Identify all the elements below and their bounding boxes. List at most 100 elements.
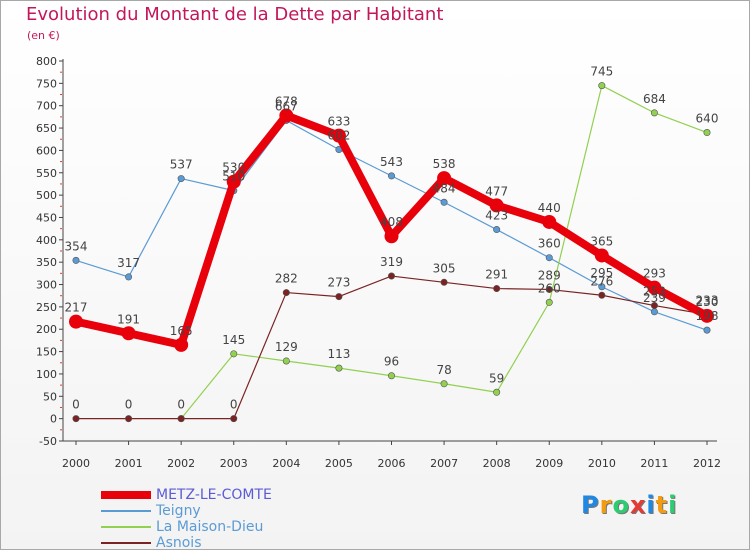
- data-point: [335, 293, 343, 301]
- data-label: 0: [177, 398, 185, 412]
- data-point: [489, 198, 504, 213]
- data-label: 678: [275, 95, 298, 109]
- y-tick-label: 700: [36, 100, 57, 113]
- data-point: [387, 372, 395, 380]
- data-point: [647, 280, 662, 295]
- data-point: [279, 108, 294, 123]
- x-tick-label: 2001: [115, 457, 143, 470]
- data-label: 319: [380, 255, 403, 269]
- data-label: 291: [485, 268, 508, 282]
- data-label: 230: [696, 295, 719, 309]
- data-label: 260: [538, 281, 561, 295]
- data-label: 239: [643, 291, 666, 305]
- data-point: [384, 229, 399, 244]
- data-label: 293: [643, 267, 666, 281]
- y-tick-label: 450: [36, 211, 57, 224]
- data-label: 745: [590, 65, 613, 79]
- data-point: [545, 254, 553, 262]
- data-label: 530: [222, 161, 245, 175]
- data-point: [387, 272, 395, 280]
- data-point: [493, 388, 501, 396]
- data-label: 633: [327, 115, 350, 129]
- data-point: [545, 298, 553, 306]
- data-point: [437, 171, 452, 186]
- x-tick-label: 2010: [588, 457, 616, 470]
- legend-label: La Maison-Dieu: [156, 519, 264, 535]
- data-label: 354: [65, 239, 88, 253]
- data-label: 59: [489, 371, 504, 385]
- data-point: [440, 198, 448, 206]
- x-tick-label: 2012: [693, 457, 721, 470]
- legend-swatch: [101, 526, 151, 528]
- y-tick-label: 50: [43, 390, 57, 403]
- data-point: [282, 357, 290, 365]
- legend-swatch: [101, 542, 151, 544]
- x-tick-label: 2006: [378, 457, 406, 470]
- data-point: [177, 415, 185, 423]
- data-label: 305: [433, 261, 456, 275]
- data-point: [387, 172, 395, 180]
- data-label: 667: [275, 99, 298, 113]
- y-tick-label: 600: [36, 144, 57, 157]
- data-point: [650, 109, 658, 117]
- data-label: 191: [117, 312, 140, 326]
- data-label: 317: [117, 256, 140, 270]
- data-point: [121, 326, 136, 341]
- data-label: 289: [538, 268, 561, 282]
- data-label: 0: [72, 398, 80, 412]
- y-tick-label: 500: [36, 189, 57, 202]
- x-tick-label: 2002: [167, 457, 195, 470]
- data-label: 113: [327, 347, 350, 361]
- legend-label: Asnois: [156, 535, 202, 551]
- data-point: [69, 314, 83, 329]
- data-point: [703, 326, 711, 334]
- chart-unit-label: (en €): [27, 29, 60, 42]
- data-point: [545, 285, 553, 293]
- data-label: 233: [696, 293, 719, 307]
- data-point: [703, 129, 711, 137]
- data-label: 273: [327, 276, 350, 290]
- x-tick-label: 2009: [535, 457, 563, 470]
- y-tick-label: 150: [36, 346, 57, 359]
- x-tick-label: 2007: [430, 457, 458, 470]
- legend-swatch: [101, 491, 151, 499]
- data-point: [72, 256, 80, 264]
- x-tick-label: 2008: [483, 457, 511, 470]
- data-label: 477: [485, 184, 508, 198]
- data-point: [598, 82, 606, 90]
- data-point: [125, 415, 133, 423]
- data-label: 543: [380, 155, 403, 169]
- data-point: [650, 308, 658, 316]
- data-label: 198: [696, 309, 719, 323]
- data-point: [493, 226, 501, 234]
- y-tick-label: 100: [36, 368, 57, 381]
- data-point: [440, 278, 448, 286]
- x-tick-label: 2005: [325, 457, 353, 470]
- x-tick-label: 2003: [220, 457, 248, 470]
- data-label: 217: [65, 301, 88, 315]
- data-point: [177, 175, 185, 183]
- data-label: 282: [275, 272, 298, 286]
- data-label: 295: [590, 266, 613, 280]
- data-point: [542, 214, 557, 229]
- x-tick-label: 2000: [62, 457, 90, 470]
- data-point: [440, 380, 448, 388]
- data-label: 129: [275, 340, 298, 354]
- data-point: [594, 248, 609, 263]
- data-label: 96: [384, 355, 399, 369]
- y-tick-label: 400: [36, 234, 57, 247]
- data-point: [230, 350, 238, 358]
- data-label: 276: [590, 274, 613, 288]
- data-point: [125, 273, 133, 281]
- data-point: [598, 291, 606, 299]
- data-point: [700, 308, 714, 323]
- data-point: [72, 415, 80, 423]
- y-tick-label: 650: [36, 122, 57, 135]
- data-point: [226, 174, 241, 189]
- data-label: 684: [643, 92, 666, 106]
- data-point: [598, 283, 606, 291]
- data-label: 0: [230, 398, 238, 412]
- x-tick-label: 2004: [272, 457, 300, 470]
- y-tick-label: 750: [36, 77, 57, 90]
